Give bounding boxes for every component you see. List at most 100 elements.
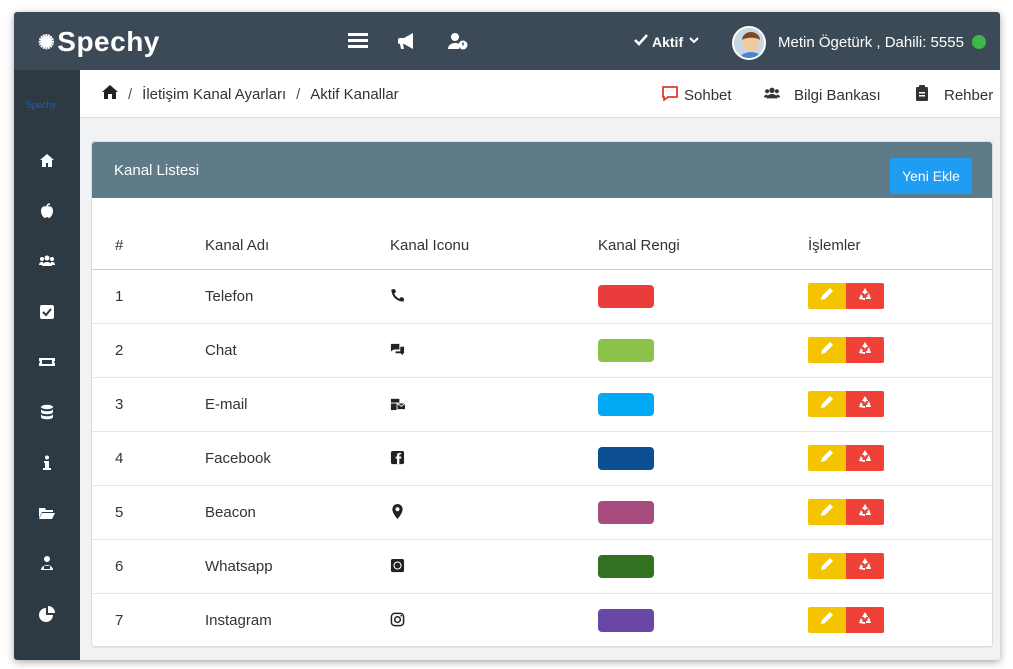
home-icon[interactable] [38, 152, 56, 170]
map-marker-icon [390, 504, 406, 520]
row-number: 3 [115, 396, 124, 413]
edit-button[interactable] [808, 337, 846, 363]
row-number: 5 [115, 504, 124, 521]
table-row: 3 E-mail [92, 378, 992, 432]
whatsapp-icon [390, 558, 406, 574]
recycle-icon [858, 287, 872, 306]
channel-list-card: Kanal Listesi Yeni Ekle # Kanal Adı Kana… [91, 141, 993, 648]
card-header: Kanal Listesi Yeni Ekle [92, 142, 992, 198]
directory-label: Rehber [944, 86, 994, 104]
breadcrumb-item[interactable]: İletişim Kanal Ayarları [142, 85, 287, 103]
delete-button[interactable] [846, 391, 884, 417]
status-label: Aktif [652, 33, 684, 50]
row-number: 1 [115, 288, 124, 305]
comments-icon [390, 342, 406, 358]
row-number: 7 [115, 612, 124, 629]
recycle-icon [858, 395, 872, 414]
top-navbar: ✺ Spechy Aktif Metin Ögetür [14, 12, 1000, 70]
users-icon[interactable] [38, 252, 56, 270]
table-row: 5 Beacon [92, 486, 992, 540]
pencil-icon [820, 611, 834, 630]
breadcrumb-separator: / [128, 85, 133, 103]
directory-link[interactable]: Rehber [914, 85, 993, 105]
channel-name: Instagram [205, 612, 272, 629]
chat-link[interactable]: Sohbet [662, 85, 732, 105]
channel-name: Chat [205, 342, 237, 359]
ticket-icon[interactable] [38, 353, 56, 371]
pencil-icon [820, 449, 834, 468]
user-tag-icon[interactable] [38, 554, 56, 572]
delete-button[interactable] [846, 445, 884, 471]
users-icon [763, 85, 781, 105]
clipboard-icon [914, 85, 930, 105]
edit-button[interactable] [808, 607, 846, 633]
online-status-indicator [972, 35, 986, 49]
add-new-button[interactable]: Yeni Ekle [890, 158, 972, 194]
recycle-icon [858, 557, 872, 576]
recycle-icon [858, 611, 872, 630]
channel-color-swatch [598, 393, 654, 416]
table-row: 1 Telefon [92, 270, 992, 324]
folder-open-icon[interactable] [38, 504, 56, 522]
home-icon[interactable] [102, 85, 118, 103]
check-square-icon[interactable] [38, 303, 56, 321]
brand-logo[interactable]: ✺ Spechy [38, 26, 160, 58]
recycle-icon [858, 341, 872, 360]
table-header-divider [92, 269, 992, 270]
channel-color-swatch [598, 447, 654, 470]
delete-button[interactable] [846, 337, 884, 363]
knowledge-base-link[interactable]: Bilgi Bankası [763, 85, 881, 105]
user-info[interactable]: Metin Ögetürk , Dahili: 5555 [778, 34, 964, 51]
chat-link-label: Sohbet [684, 86, 732, 104]
chevron-down-icon [687, 33, 701, 50]
row-number: 6 [115, 558, 124, 575]
edit-button[interactable] [808, 445, 846, 471]
top-toolbar [348, 32, 468, 55]
pie-chart-icon[interactable] [38, 605, 56, 623]
edit-button[interactable] [808, 391, 846, 417]
apple-icon[interactable] [38, 202, 56, 220]
pencil-icon [820, 557, 834, 576]
channel-color-swatch [598, 501, 654, 524]
user-clock-icon[interactable] [447, 32, 468, 55]
megaphone-icon[interactable] [397, 32, 418, 55]
menu-list-icon[interactable] [348, 32, 368, 55]
status-dropdown[interactable]: Aktif [634, 33, 701, 50]
row-number: 2 [115, 342, 124, 359]
channel-name: Beacon [205, 504, 256, 521]
info-icon[interactable] [38, 454, 56, 472]
channel-name: E-mail [205, 396, 248, 413]
facebook-icon [390, 450, 406, 466]
delete-button[interactable] [846, 283, 884, 309]
column-header-name: Kanal Adı [205, 237, 270, 254]
delete-button[interactable] [846, 499, 884, 525]
pencil-icon [820, 287, 834, 306]
delete-button[interactable] [846, 607, 884, 633]
column-header-actions: İşlemler [808, 237, 861, 254]
channel-color-swatch [598, 609, 654, 632]
app-window: ✺ Spechy Aktif Metin Ögetür [14, 12, 1000, 660]
recycle-icon [858, 503, 872, 522]
edit-button[interactable] [808, 499, 846, 525]
column-header-number: # [115, 237, 124, 254]
edit-button[interactable] [808, 553, 846, 579]
database-icon[interactable] [38, 403, 56, 421]
avatar[interactable] [732, 26, 766, 60]
edit-button[interactable] [808, 283, 846, 309]
pencil-icon [820, 503, 834, 522]
sidebar-logo[interactable]: Spechy [26, 100, 57, 110]
mail-bulk-icon [390, 396, 406, 412]
table-row: 7 Instagram [92, 594, 992, 648]
table-row: 2 Chat [92, 324, 992, 378]
logo-mark-icon: ✺ [38, 31, 56, 54]
delete-button[interactable] [846, 553, 884, 579]
comment-icon [662, 85, 678, 105]
phone-icon [390, 288, 406, 304]
breadcrumb-separator: / [296, 85, 301, 103]
table-row: 6 Whatsapp [92, 540, 992, 594]
instagram-icon [390, 612, 406, 628]
row-number: 4 [115, 450, 124, 467]
pencil-icon [820, 395, 834, 414]
card-title: Kanal Listesi [114, 162, 200, 179]
recycle-icon [858, 449, 872, 468]
